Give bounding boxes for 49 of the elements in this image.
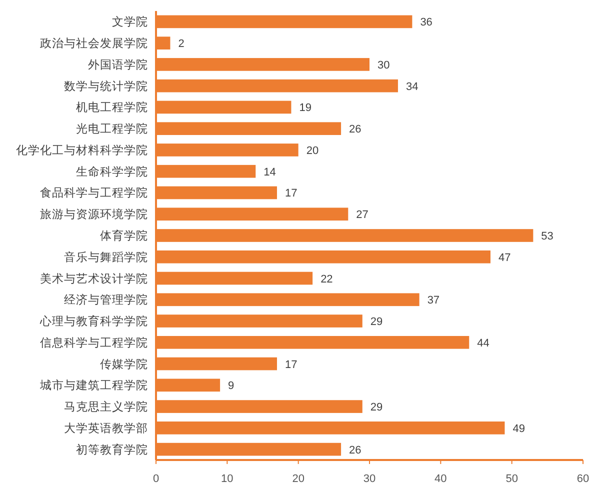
y-tick-label: 外国语学院 [88, 57, 148, 72]
x-tick-label: 50 [506, 473, 518, 485]
y-tick-label: 生命科学学院 [76, 164, 148, 178]
y-tick-label: 美术与艺术设计学院 [40, 271, 148, 286]
data-label: 49 [512, 422, 525, 435]
data-label: 44 [477, 337, 490, 350]
data-label: 34 [406, 80, 418, 93]
data-label: 2 [178, 38, 184, 50]
y-tick-label: 信息科学与工程学院 [40, 335, 148, 350]
x-tick-label: 30 [363, 473, 376, 485]
y-tick-label: 大学英语教学部 [64, 420, 148, 435]
data-label: 26 [349, 124, 362, 136]
x-tick-label: 60 [576, 473, 590, 485]
y-tick-label: 食品科学与工程学院 [40, 186, 148, 200]
data-label: 53 [541, 230, 554, 242]
y-tick-label: 音乐与舞蹈学院 [64, 250, 148, 264]
y-tick-label: 化学化工与材料科学学院 [16, 142, 148, 157]
y-tick-label: 数学与统计学院 [64, 78, 148, 93]
y-tick-label: 政治与社会发展学院 [40, 36, 148, 50]
data-label: 29 [370, 402, 383, 414]
data-label: 9 [228, 380, 234, 392]
data-label: 37 [427, 294, 440, 307]
data-label: 19 [299, 102, 312, 114]
data-label: 36 [420, 16, 432, 29]
data-label: 30 [378, 59, 390, 72]
y-tick-label: 旅游与资源环境学院 [40, 207, 148, 222]
data-label: 26 [349, 444, 362, 456]
y-tick-label: 初等教育学院 [76, 442, 148, 456]
x-tick-label: 40 [434, 473, 447, 485]
data-label: 17 [284, 188, 298, 200]
data-label: 29 [370, 316, 383, 328]
x-tick-label: 10 [221, 473, 234, 485]
y-tick-label: 城市与建筑工程学院 [39, 378, 148, 392]
y-tick-label: 心理与教育科学学院 [39, 314, 148, 328]
data-label: 27 [356, 209, 368, 222]
x-tick-label: 0 [152, 473, 160, 485]
data-label: 22 [320, 273, 333, 286]
y-tick-label: 体育学院 [100, 228, 148, 242]
data-label: 17 [284, 358, 298, 371]
x-tick-label: 20 [292, 473, 304, 485]
y-tick-label: 光电工程学院 [76, 122, 148, 136]
data-label: 14 [264, 166, 276, 178]
data-label: 47 [498, 252, 511, 264]
y-tick-label: 机电工程学院 [76, 100, 148, 114]
y-tick-label: 马克思主义学院 [64, 400, 148, 414]
y-tick-label: 传媒学院 [100, 356, 148, 371]
data-label: 20 [306, 144, 319, 157]
y-tick-label: 经济与管理学院 [64, 292, 148, 307]
y-tick-label: 文学院 [112, 14, 148, 29]
